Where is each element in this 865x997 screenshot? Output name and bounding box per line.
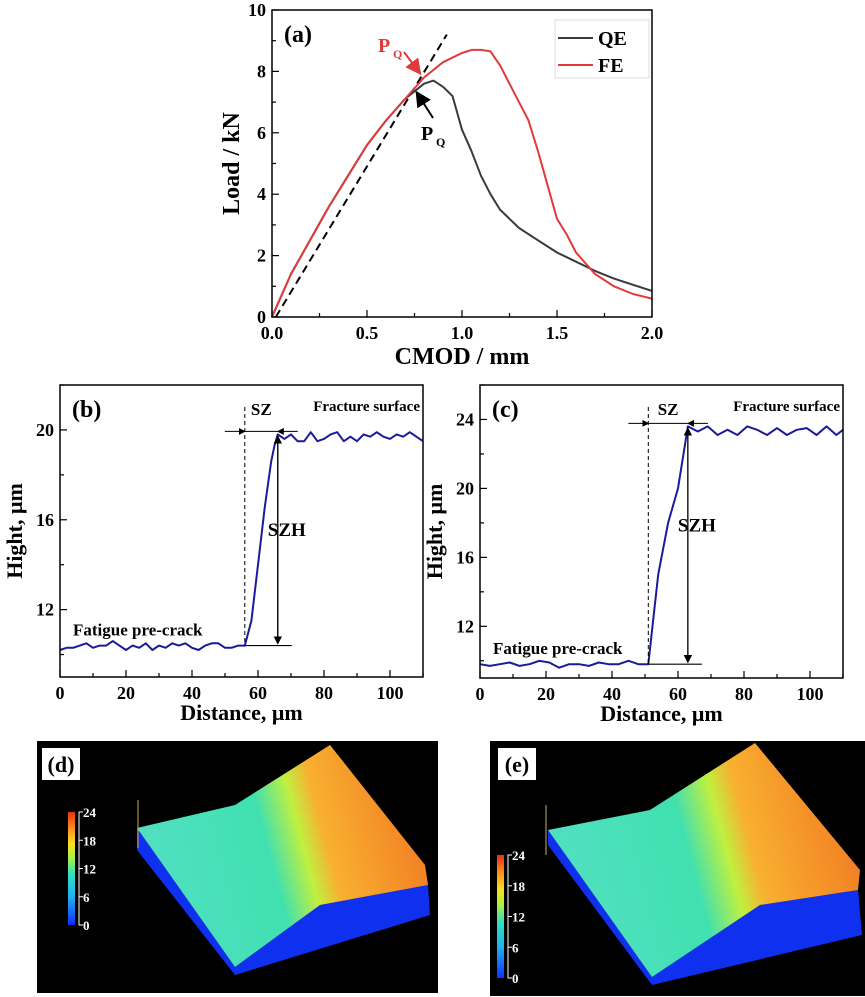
colorbar-tick-label: 6 — [83, 890, 90, 905]
legend-entry: FE — [598, 55, 624, 77]
szh-label: SZH — [268, 520, 306, 541]
y-tick-label: 2 — [257, 246, 266, 266]
x-tick-label: 2.0 — [641, 323, 664, 343]
x-axis-label: CMOD / mm — [395, 344, 530, 370]
colorbar-tick-label: 6 — [512, 940, 519, 955]
fracture-surface-label: Fracture surface — [313, 399, 420, 415]
surface-side-face — [548, 830, 652, 985]
y-tick-label: 8 — [257, 61, 266, 81]
x-tick-label: 60 — [249, 683, 267, 703]
panel-label: (b) — [72, 397, 101, 423]
legend-box — [554, 19, 650, 79]
panel-label: (d) — [48, 752, 75, 777]
panel-label: (a) — [284, 22, 312, 48]
chart-panel-c: 0 20 40 60 80 100 12 16 20 24 Distance, μm Hight, μ… — [422, 384, 844, 726]
y-axis-label: Load / kN — [219, 111, 245, 214]
fatigue-precrack-label: Fatigue pre-crack — [493, 639, 623, 658]
pq-arrow-qe — [415, 90, 434, 119]
x-tick-label: 40 — [183, 683, 201, 703]
x-tick-label: 100 — [377, 683, 404, 703]
y-tick-label: 0 — [257, 307, 266, 327]
surface-plot-d: (d) 24 18 12 6 0 — [37, 741, 438, 993]
panel-label-box — [498, 748, 536, 780]
colorbar-tick-label: 18 — [83, 833, 97, 848]
plot-frame — [271, 9, 653, 318]
x-tick-label: 0 — [56, 683, 65, 703]
colorbar — [68, 812, 75, 925]
pq-label-qe: P — [421, 123, 433, 145]
surface-top — [548, 743, 860, 977]
colorbar-tick-label: 0 — [83, 918, 90, 933]
colorbar-tick-label: 12 — [512, 910, 525, 925]
pq-subscript-fe: Q — [393, 47, 402, 61]
surface-front-face — [235, 885, 430, 975]
x-tick-label: 1.0 — [451, 323, 474, 343]
fatigue-precrack-label: Fatigue pre-crack — [73, 621, 203, 640]
tangent-dashed-line — [274, 34, 448, 318]
y-axis-label: Hight, μm — [2, 483, 27, 579]
x-tick-label: 40 — [603, 684, 621, 704]
x-axis-label: Distance, μm — [180, 700, 302, 725]
x-tick-label: 80 — [315, 683, 333, 703]
x-tick-label: 0.5 — [356, 323, 379, 343]
x-tick-label: 60 — [669, 684, 687, 704]
x-tick-label: 1.5 — [546, 323, 569, 343]
y-tick-label: 6 — [257, 123, 266, 143]
y-tick-label: 4 — [257, 184, 266, 204]
colorbar — [497, 855, 504, 978]
chart-panel-a: 0.0 0.5 1.0 1.5 2.0 0 2 4 6 8 10 CMOD / mm Load / kN… — [219, 0, 663, 370]
surface-front-face — [652, 890, 862, 985]
sz-label: SZ — [658, 400, 679, 419]
y-tick-label: 10 — [248, 0, 266, 20]
y-tick-label: 12 — [36, 600, 54, 620]
y-tick-label: 20 — [36, 420, 54, 440]
colorbar-tick-label: 0 — [512, 971, 519, 986]
y-tick-label: 16 — [36, 510, 54, 530]
surface-plot-e: (e) 24 18 12 6 0 — [490, 741, 865, 996]
legend-entry: QE — [598, 28, 627, 50]
fracture-surface-label: Fracture surface — [733, 399, 840, 415]
colorbar-tick-label: 24 — [512, 848, 526, 863]
pq-subscript-qe: Q — [436, 135, 445, 149]
surface-side-face — [137, 828, 235, 975]
colorbar-tick-label: 12 — [83, 862, 96, 877]
chart-panel-b: 0 20 40 60 80 100 12 16 20 Distance, μm Hight, μm (… — [2, 384, 424, 725]
legend: QE FE — [554, 19, 650, 79]
pq-arrow-fe — [403, 51, 422, 76]
series-line-profile — [59, 431, 424, 651]
y-tick-label: 12 — [456, 616, 474, 636]
surface-top — [137, 745, 428, 967]
x-tick-label: 0.0 — [261, 323, 284, 343]
colorbar-tick-label: 24 — [83, 805, 97, 820]
series-line-fe — [271, 48, 653, 318]
series-line-qe — [271, 79, 653, 318]
szh-label: SZH — [678, 515, 716, 536]
sz-label: SZ — [251, 400, 272, 419]
pq-label-fe: P — [378, 35, 390, 57]
x-tick-label: 100 — [797, 684, 824, 704]
x-tick-label: 20 — [537, 684, 555, 704]
plot-frame — [479, 384, 844, 679]
y-tick-label: 16 — [456, 547, 474, 567]
plot-frame — [59, 384, 424, 678]
panel-label: (e) — [505, 752, 529, 777]
x-tick-label: 80 — [735, 684, 753, 704]
y-tick-label: 20 — [456, 478, 474, 498]
series-line-profile — [479, 425, 844, 669]
x-tick-label: 20 — [117, 683, 135, 703]
panel-label-box — [42, 748, 80, 780]
y-axis-label: Hight, μm — [422, 484, 447, 580]
x-axis-label: Distance, μm — [600, 701, 722, 726]
x-tick-label: 0 — [476, 684, 485, 704]
y-tick-label: 24 — [456, 409, 474, 429]
colorbar-tick-label: 18 — [512, 879, 526, 894]
panel-label: (c) — [492, 397, 519, 423]
